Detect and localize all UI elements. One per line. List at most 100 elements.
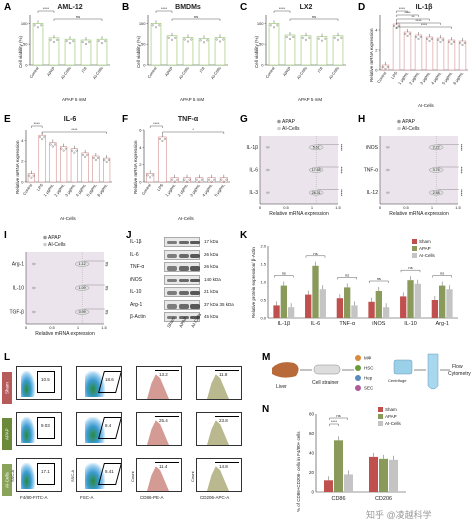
data-point [85,43,87,45]
violin-small [385,191,390,194]
sig-label: **** [34,121,41,126]
bar [287,307,295,318]
bar [96,38,108,66]
y-axis-label: SSC-A [70,469,75,482]
step-label: Centrifuge [388,378,407,383]
violin [308,189,324,196]
data-point [158,137,161,140]
y-tick-label: 4 [21,138,24,143]
gate [37,463,55,485]
sig-label: ns [282,271,286,276]
bar [214,37,226,66]
cell-type-graphic [355,375,361,381]
data-point [448,41,451,43]
bar [389,459,398,492]
row-tag: APAP [2,418,12,450]
gate-value: 11.4 [159,464,168,469]
band-lane [178,278,189,282]
data-point [69,42,71,45]
legend-label: Sham [419,239,431,244]
data-point [107,159,110,162]
bar [158,136,167,183]
data-point [81,153,84,156]
panel-e-ylabel: Relative mRNA expression [15,140,20,194]
sig-label: **** [421,22,428,27]
blot-kda-label: 140 kDa [204,276,221,282]
legend-item: AI-Cells [412,252,435,259]
data-point [397,25,400,27]
data-point [72,40,75,43]
data-point [64,147,67,150]
data-point [30,176,33,179]
legend-item: APAP [412,245,435,252]
tick-label: 6 μg/mL [96,182,109,197]
panel-n-chart: 0 20 40 60 80 CD86 CD206 ns**** [309,412,406,502]
sig-label: **** [459,144,464,151]
data-point [53,40,55,43]
legend-item: Sham [378,406,401,413]
violin-small [265,168,270,172]
panel-d-title: IL-1β [415,4,433,11]
x-tick-label: 0.5 [283,205,289,210]
y-tick-label: 0 [139,180,142,185]
data-point [164,137,166,140]
violin-small [31,310,36,314]
western-blot: IL-1β 17 kDa IL-6 26 kDa TNF-α 26 kDa iNOS 140 … [130,236,234,324]
gate-value: 25.4 [159,418,168,423]
bar [431,300,439,318]
bar [182,37,194,66]
blot-protein-label: TNF-α [130,264,145,270]
sig-bracket [396,18,430,21]
scatter-plot: 18.6 [76,366,122,400]
x-axis-label: Relative mRNA expression [35,331,95,337]
tick-label: ITA [316,65,324,73]
data-point [200,178,203,181]
x-tick-label: IL-1β [278,321,291,327]
panel-n-legend: Sham APAP AI-Cells [378,406,401,427]
data-point [51,145,54,148]
data-point [86,153,89,156]
legend-label: AI-Cells [385,421,401,426]
data-point [419,36,422,38]
bar [80,39,92,66]
cell-type-graphic [355,385,361,391]
data-point [321,39,323,42]
sig-label: **** [279,6,286,11]
panel-i-label: I [4,230,7,241]
tick-label: 2 μg/mL [176,182,189,197]
bar [446,289,453,318]
data-point [56,38,59,41]
scatter-plot: 10.5 [16,366,62,400]
gate-value: 13.2 [159,372,168,377]
violin-small [31,262,36,266]
bar [182,177,192,183]
band-lane [178,291,189,295]
blot-row: iNOS 140 kDa [130,274,232,287]
y-tick-label: 100 [139,21,146,26]
bar [70,148,78,183]
blot-protein-label: IL-6 [130,251,139,258]
sig-bracket [274,275,294,278]
legend-swatch [378,421,383,427]
y-tick-label: 100 [21,21,28,26]
bar [60,146,68,183]
sig-label: ns [377,276,381,281]
panel-g: G APAP AI-Cells IL-1β 5.61 **** IL-6 17.65 ****… [236,112,354,224]
data-point [292,36,295,38]
cell-type-label: HSC [364,366,374,371]
sig-label: **** [459,189,464,196]
bar [64,38,76,66]
fold-value: 2.22 [433,146,440,150]
x-tick-label: 1 [431,205,434,210]
data-point [37,26,39,29]
x-tick-label: TNF-α [339,321,356,327]
bar [324,480,333,492]
bar [425,36,434,71]
data-point [301,36,304,39]
x-tick-label: 0.5 [403,205,409,210]
panel-m-workflow: Liver Cell strainer MΦ HSC Hep SEC Centrifuge F… [272,353,471,391]
row-tag: Sham [2,372,12,404]
data-point [203,41,205,44]
data-point [174,36,177,39]
cell-strainer-graphic [313,364,341,375]
